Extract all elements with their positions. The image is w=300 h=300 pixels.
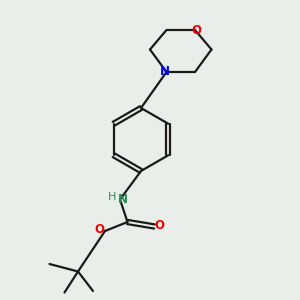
Text: O: O (154, 219, 164, 232)
Text: O: O (94, 223, 105, 236)
Text: O: O (191, 23, 202, 37)
Text: H: H (107, 192, 116, 202)
Text: N: N (160, 65, 170, 78)
Text: N: N (117, 193, 128, 206)
